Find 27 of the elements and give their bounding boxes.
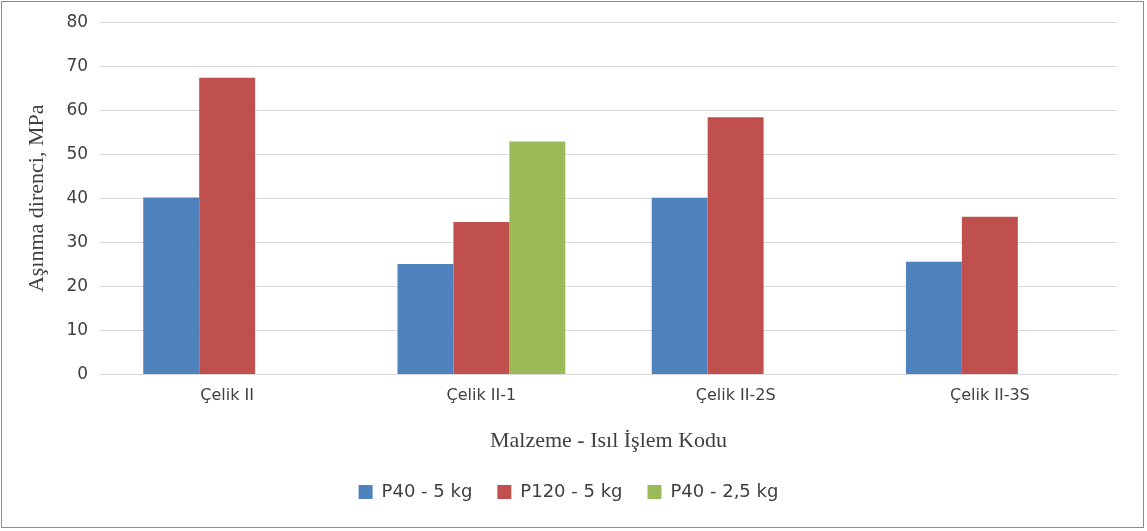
x-tick-label: Çelik II-3S xyxy=(949,385,1030,405)
y-tick-label: 80 xyxy=(66,10,89,31)
bar xyxy=(453,222,510,374)
legend-label: P120 - 5 kg xyxy=(520,479,623,501)
y-tick-label: 30 xyxy=(66,230,89,251)
bar xyxy=(651,197,708,374)
y-tick-label: 0 xyxy=(77,362,89,383)
bar xyxy=(961,216,1018,374)
bar xyxy=(143,197,200,374)
y-tick-label: 70 xyxy=(66,54,89,75)
x-tick-label: Çelik II-1 xyxy=(446,385,517,405)
x-tick-label: Çelik II xyxy=(200,385,254,405)
x-axis-title: Malzeme - Isıl İşlem Kodu xyxy=(489,426,728,452)
bar xyxy=(905,261,962,374)
bar xyxy=(397,263,454,374)
legend-label: P40 - 2,5 kg xyxy=(670,479,779,501)
y-axis-title: Aşınma direnci, MPa xyxy=(22,104,48,293)
y-tick-label: 50 xyxy=(66,142,89,163)
y-tick-label: 60 xyxy=(66,98,89,119)
legend-label: P40 - 5 kg xyxy=(381,479,473,501)
x-tick-label: Çelik II-2S xyxy=(695,385,776,405)
y-tick-label: 40 xyxy=(66,186,89,207)
y-tick-label: 20 xyxy=(66,274,89,295)
bar xyxy=(707,117,764,374)
bar xyxy=(199,77,256,374)
bar xyxy=(509,141,566,374)
y-tick-label: 10 xyxy=(66,318,89,339)
